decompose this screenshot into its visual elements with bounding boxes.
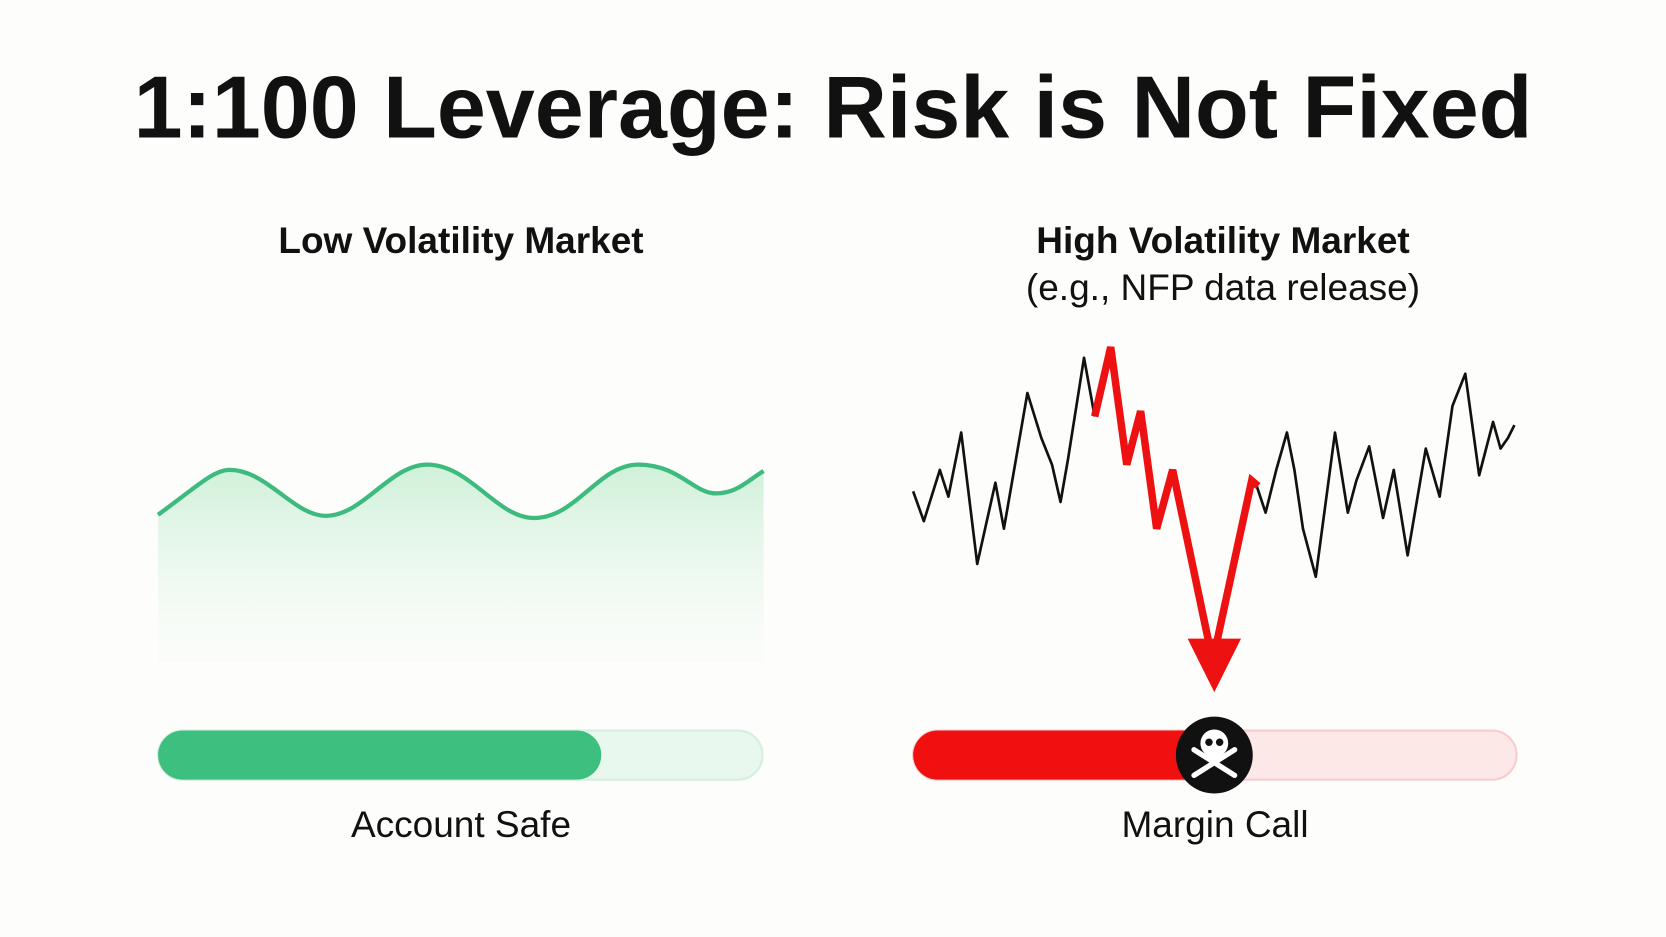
crash-arrow: [1210, 473, 1261, 655]
status-label: Margin Call: [1121, 804, 1308, 845]
crash-arrow: [1091, 346, 1215, 655]
panel-heading: High Volatility Market: [1036, 220, 1410, 261]
status-label: Account Safe: [351, 804, 571, 845]
progress-fill: [913, 730, 1218, 780]
wave-area: [158, 464, 764, 663]
title: 1:100 Leverage: Risk is Not Fixed: [134, 57, 1533, 156]
panel-subheading: (e.g., NFP data release): [1026, 267, 1420, 308]
panel-heading: Low Volatility Market: [278, 220, 643, 261]
illustrations: [156, 346, 1518, 794]
arrow-head: [1187, 638, 1242, 693]
progress-fill: [158, 730, 602, 780]
price-line: [1253, 372, 1516, 579]
price-line: [911, 356, 1097, 566]
skull-icon: [1175, 716, 1253, 794]
wave-line: [156, 462, 765, 521]
